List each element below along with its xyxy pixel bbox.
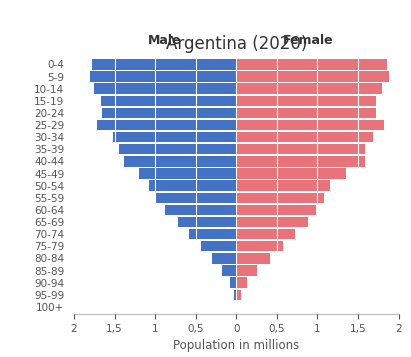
- Title: Argentina (2020): Argentina (2020): [166, 35, 307, 53]
- Bar: [236, 156, 365, 167]
- Bar: [178, 217, 236, 227]
- Text: Female: Female: [282, 34, 333, 47]
- Bar: [236, 205, 316, 215]
- Bar: [234, 290, 236, 300]
- Bar: [102, 108, 236, 118]
- Bar: [236, 217, 308, 227]
- Bar: [236, 290, 241, 300]
- Bar: [222, 265, 236, 276]
- Bar: [236, 229, 295, 239]
- Bar: [230, 277, 236, 288]
- Bar: [149, 181, 236, 191]
- Bar: [236, 120, 384, 130]
- Bar: [113, 132, 236, 142]
- Bar: [236, 193, 324, 203]
- Bar: [236, 265, 257, 276]
- Bar: [201, 241, 236, 251]
- Bar: [155, 193, 236, 203]
- Bar: [101, 96, 236, 106]
- Bar: [139, 169, 236, 178]
- Bar: [236, 59, 387, 70]
- Bar: [236, 169, 346, 178]
- Bar: [124, 156, 236, 167]
- Bar: [90, 71, 236, 82]
- Text: Male: Male: [148, 34, 182, 47]
- Bar: [236, 181, 330, 191]
- Bar: [236, 108, 376, 118]
- Bar: [94, 84, 236, 94]
- Bar: [236, 84, 382, 94]
- Bar: [236, 144, 365, 155]
- Bar: [119, 144, 236, 155]
- Bar: [212, 253, 236, 263]
- Bar: [97, 120, 236, 130]
- Bar: [236, 302, 237, 312]
- Bar: [236, 277, 247, 288]
- Bar: [236, 241, 283, 251]
- Bar: [236, 132, 373, 142]
- Bar: [236, 71, 389, 82]
- Bar: [165, 205, 236, 215]
- Bar: [236, 253, 270, 263]
- Bar: [92, 59, 236, 70]
- X-axis label: Population in millions: Population in millions: [173, 340, 300, 352]
- Bar: [189, 229, 236, 239]
- Bar: [236, 96, 376, 106]
